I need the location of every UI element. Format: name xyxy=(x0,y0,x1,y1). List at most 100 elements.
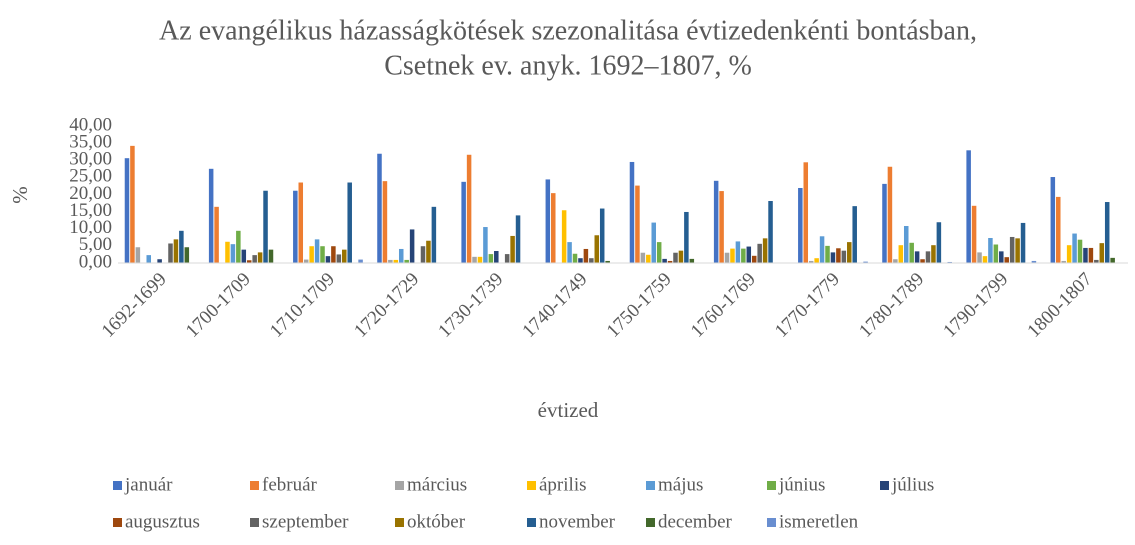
y-tick-label: 35,00 xyxy=(69,131,112,152)
bar xyxy=(713,180,719,263)
bar xyxy=(882,183,887,263)
x-tick-label: 1760-1769 xyxy=(687,269,760,342)
bar xyxy=(863,261,868,263)
bar xyxy=(903,226,909,263)
legend-label: július xyxy=(891,474,934,495)
bar xyxy=(589,258,594,263)
bar xyxy=(651,222,657,263)
y-tick-label: 5,00 xyxy=(79,234,112,255)
bar xyxy=(735,241,741,263)
bar xyxy=(578,258,583,263)
bar xyxy=(303,259,309,263)
legend-marker xyxy=(113,518,122,527)
bar xyxy=(841,250,847,263)
bar xyxy=(124,158,130,263)
y-tick-label: 0,00 xyxy=(79,251,112,272)
bar xyxy=(1061,260,1066,263)
bar xyxy=(314,239,320,263)
bar xyxy=(146,255,152,263)
bar xyxy=(309,246,314,263)
bar xyxy=(898,245,904,263)
bar xyxy=(852,206,857,263)
x-tick-label: 1780-1789 xyxy=(855,269,928,342)
legend-label: ismeretlen xyxy=(779,511,859,532)
bar xyxy=(1050,177,1056,263)
bar xyxy=(808,260,814,263)
bar xyxy=(208,168,214,263)
bar xyxy=(977,252,982,263)
bar xyxy=(184,247,190,263)
bar xyxy=(494,251,499,263)
bar xyxy=(656,242,662,263)
bar xyxy=(931,245,936,263)
bar xyxy=(461,181,466,263)
bar xyxy=(236,230,241,263)
bar xyxy=(746,246,752,263)
bar xyxy=(599,208,605,263)
bar xyxy=(925,251,931,263)
bar xyxy=(646,254,651,263)
bar xyxy=(1009,236,1015,263)
bar xyxy=(1088,247,1094,263)
bar xyxy=(382,181,388,263)
legend-marker xyxy=(395,518,404,527)
bar xyxy=(404,259,409,263)
legend-marker xyxy=(767,481,776,490)
bar xyxy=(342,249,347,263)
bar xyxy=(662,258,667,263)
bar xyxy=(893,259,898,263)
bar xyxy=(830,252,836,263)
bar xyxy=(678,250,684,263)
bar xyxy=(1072,233,1077,263)
bar xyxy=(920,259,925,263)
chart-title: Az evangélikus házasságkötések szezonali… xyxy=(159,15,977,46)
y-tick-label: 30,00 xyxy=(69,149,112,170)
bar xyxy=(605,260,610,263)
y-tick-label: 25,00 xyxy=(69,166,112,187)
bar xyxy=(426,240,431,263)
bar xyxy=(263,190,268,263)
bar xyxy=(398,248,404,263)
bar xyxy=(230,244,236,263)
bar xyxy=(1056,196,1061,263)
bar xyxy=(1015,238,1020,263)
bar xyxy=(510,235,515,263)
bar xyxy=(347,182,352,263)
legend-marker xyxy=(250,481,259,490)
bar xyxy=(999,251,1004,263)
bar xyxy=(629,161,635,263)
x-tick-label: 1710-1709 xyxy=(266,269,339,342)
legend-marker xyxy=(527,481,536,490)
bar xyxy=(483,227,488,263)
legend-label: január xyxy=(124,474,173,495)
bar xyxy=(757,243,762,263)
bar xyxy=(993,244,999,263)
bar xyxy=(936,222,942,263)
legend-marker xyxy=(880,481,889,490)
legend-label: augusztus xyxy=(125,511,200,532)
bar xyxy=(684,211,689,263)
bar xyxy=(336,254,342,263)
bar xyxy=(724,252,730,263)
bar xyxy=(971,205,977,263)
bar xyxy=(214,206,219,263)
legend-label: október xyxy=(407,511,466,532)
bar xyxy=(358,259,363,263)
bar xyxy=(803,162,809,263)
x-tick-label: 1700-1709 xyxy=(182,269,255,342)
chart-title: Csetnek ev. anyk. 1692–1807, % xyxy=(384,50,752,81)
bar xyxy=(947,261,953,263)
bar xyxy=(157,259,162,263)
bar xyxy=(246,260,252,263)
legend-marker xyxy=(250,518,259,527)
legend-label: június xyxy=(778,474,825,495)
x-tick-label: 1730-1739 xyxy=(434,269,507,342)
bar xyxy=(1104,202,1110,263)
bar xyxy=(431,206,437,263)
bar xyxy=(168,243,173,263)
bar xyxy=(1031,260,1037,263)
bar xyxy=(836,248,841,263)
bar xyxy=(847,242,852,263)
bar xyxy=(257,252,263,263)
